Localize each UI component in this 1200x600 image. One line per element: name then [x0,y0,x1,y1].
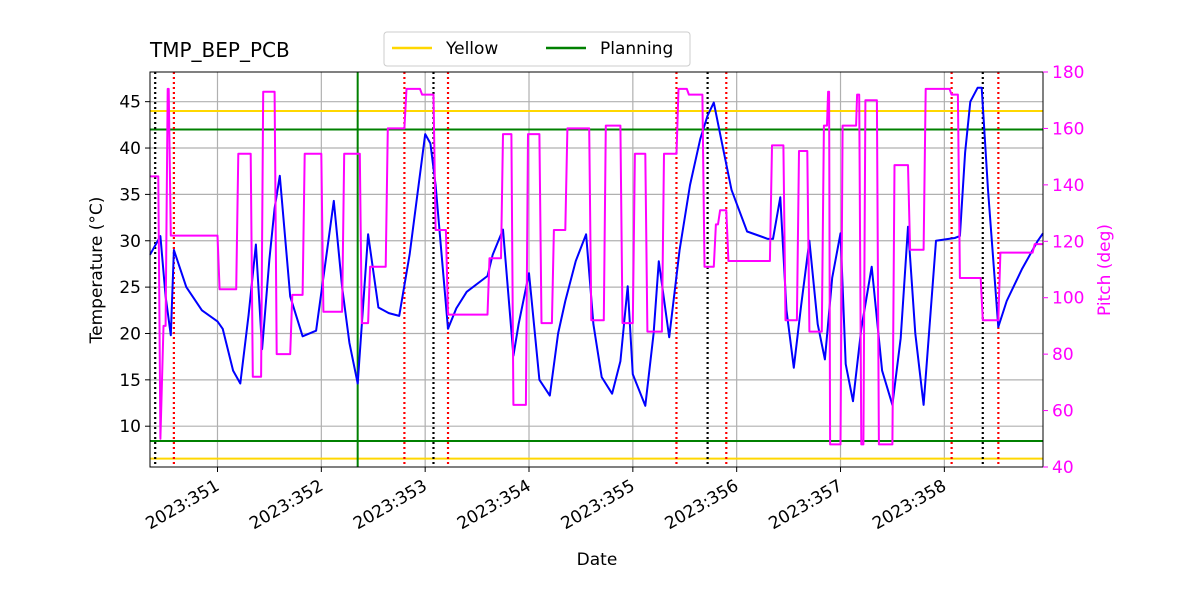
series [149,86,1044,446]
limit-lines [150,72,1043,467]
legend-box [383,31,691,67]
x-axis-label: Date [577,550,618,570]
y-left-tick-label: 10 [119,417,141,437]
pitch-series-line [150,87,1043,446]
chart-title: TMP_BEP_PCB [149,38,290,62]
y-left-tick-label: 20 [119,324,141,344]
legend-label-yellow: Yellow [445,39,498,59]
y-axis-right-label: Pitch (deg) [1095,224,1115,316]
y-right-tick-label: 80 [1052,345,1074,365]
y-left-tick-label: 40 [119,139,141,159]
legend: Yellow Planning [383,31,691,67]
y-right-tick-label: 140 [1052,176,1084,196]
y-left-tick-label: 25 [119,278,141,298]
y-left-tick-label: 30 [119,232,141,252]
plot-frame [149,71,1044,468]
y-right-tick-label: 180 [1052,63,1084,83]
y-axis-left-label: Temperature (°C) [87,197,107,345]
y-left-tick-label: 45 [119,93,141,113]
y-axis-right: 40 60 80 100 120 140 160 180 [1043,63,1084,478]
y-right-tick-label: 60 [1052,402,1074,422]
y-left-tick-label: 35 [119,185,141,205]
y-right-tick-label: 100 [1052,289,1084,309]
y-left-tick-label: 15 [119,371,141,391]
y-right-tick-label: 160 [1052,119,1084,139]
temperature-series-line [149,86,1044,407]
y-right-tick-label: 120 [1052,232,1084,252]
legend-label-planning: Planning [600,39,673,59]
y-axis-left: 10 15 20 25 30 35 40 45 [119,93,150,437]
y-right-tick-label: 40 [1052,458,1074,478]
